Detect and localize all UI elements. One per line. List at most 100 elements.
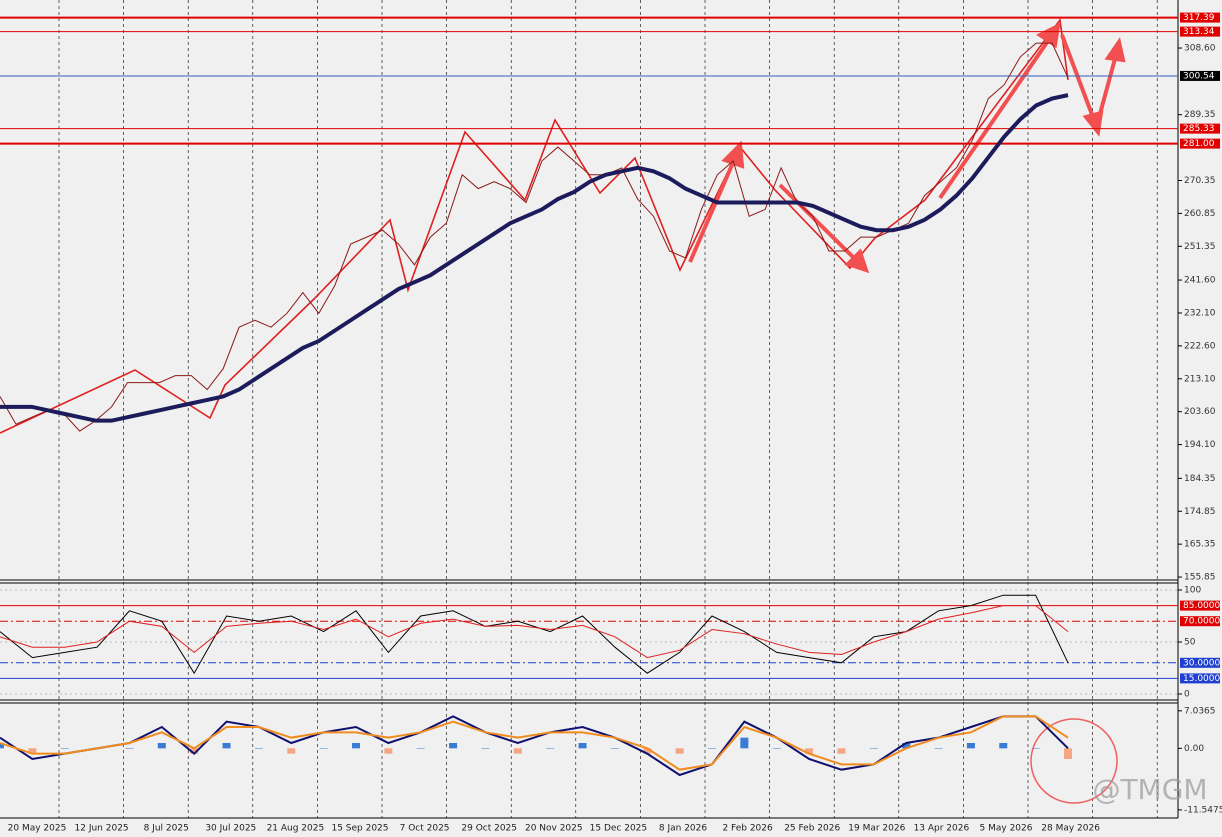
x-tick-label: 25 Feb 2026 bbox=[784, 824, 840, 834]
histogram-bar bbox=[481, 748, 490, 749]
histogram-bar bbox=[966, 743, 975, 749]
level-label: 285.33 bbox=[1183, 124, 1215, 134]
histogram-bar bbox=[60, 748, 69, 749]
histogram-bar bbox=[772, 748, 781, 749]
histogram-bar bbox=[643, 748, 652, 754]
histogram-bar bbox=[449, 743, 458, 749]
y-tick-label: -11.5475 bbox=[1184, 805, 1222, 815]
y-tick-label: 241.60 bbox=[1184, 276, 1216, 286]
x-tick-label: 20 May 2025 bbox=[8, 824, 67, 834]
y-tick-label: 0 bbox=[1184, 690, 1190, 700]
x-tick-label: 13 Apr 2026 bbox=[914, 824, 970, 834]
y-tick-label: 155.85 bbox=[1184, 573, 1216, 583]
histogram-bar bbox=[416, 748, 425, 749]
level-label: 85.0000 bbox=[1183, 601, 1220, 611]
histogram-bar bbox=[157, 743, 166, 749]
histogram-bar bbox=[190, 748, 199, 754]
histogram-bar bbox=[546, 748, 555, 749]
level-label-bg bbox=[1180, 600, 1220, 611]
x-tick-label: 8 Jul 2025 bbox=[144, 824, 189, 834]
x-tick-label: 21 Aug 2025 bbox=[267, 824, 325, 834]
level-label: 15.0000 bbox=[1183, 674, 1220, 684]
histogram-bar bbox=[222, 743, 231, 749]
level-label: 313.34 bbox=[1183, 27, 1215, 37]
level-label: 30.0000 bbox=[1183, 658, 1220, 668]
watermark: @TMGM bbox=[1092, 773, 1207, 806]
y-tick-label: 251.35 bbox=[1184, 242, 1216, 252]
level-label: 281.00 bbox=[1183, 139, 1215, 149]
x-tick-label: 8 Jan 2026 bbox=[659, 824, 707, 834]
y-tick-label: 232.10 bbox=[1184, 308, 1216, 318]
histogram-bar bbox=[675, 748, 684, 754]
histogram-bar bbox=[902, 743, 911, 749]
series-line bbox=[0, 605, 1069, 659]
y-tick-label: 194.10 bbox=[1184, 440, 1216, 450]
histogram-bar bbox=[708, 748, 716, 749]
level-label-bg bbox=[1180, 70, 1220, 81]
histogram-bar bbox=[287, 748, 296, 754]
histogram-bar bbox=[578, 743, 587, 749]
level-label: 70.0000 bbox=[1183, 617, 1220, 627]
histogram-bar bbox=[869, 748, 878, 749]
histogram-bar bbox=[740, 737, 749, 749]
y-tick-label: 270.35 bbox=[1184, 176, 1216, 186]
level-label-bg bbox=[1180, 657, 1220, 668]
highlight-circle bbox=[1030, 718, 1118, 804]
x-tick-label: 19 Mar 2026 bbox=[848, 824, 905, 834]
level-label-bg bbox=[1180, 123, 1220, 134]
level-label: 317.39 bbox=[1183, 13, 1215, 23]
y-tick-label: 213.10 bbox=[1184, 374, 1216, 384]
series-line bbox=[0, 594, 1069, 675]
histogram-bar bbox=[28, 748, 37, 754]
y-tick-label: 50 bbox=[1184, 638, 1196, 648]
zigzag bbox=[0, 17, 1069, 434]
x-tick-label: 12 Jun 2025 bbox=[75, 824, 129, 834]
level-label-bg bbox=[1180, 616, 1220, 627]
x-tick-label: 30 Jul 2025 bbox=[205, 824, 256, 834]
histogram-bar bbox=[319, 748, 328, 749]
histogram-bar bbox=[513, 748, 522, 754]
histogram-bar bbox=[1064, 748, 1072, 759]
level-label-bg bbox=[1180, 138, 1220, 149]
histogram-bar bbox=[384, 748, 393, 754]
histogram-bar bbox=[125, 748, 134, 749]
histogram-bar bbox=[805, 748, 814, 754]
x-tick-label: 20 Nov 2025 bbox=[525, 824, 583, 834]
histogram-bar bbox=[254, 748, 263, 749]
y-tick-label: 222.60 bbox=[1184, 341, 1216, 351]
histogram-bar bbox=[837, 748, 846, 754]
y-tick-label: 308.60 bbox=[1184, 44, 1216, 54]
series-line bbox=[0, 715, 1069, 771]
vertical-grid bbox=[58, 0, 1158, 818]
y-tick-label: 203.60 bbox=[1184, 407, 1216, 417]
histogram-bar bbox=[0, 743, 4, 749]
level-label-bg bbox=[1180, 12, 1220, 23]
histogram-bar bbox=[610, 748, 619, 749]
series-line bbox=[0, 93, 1069, 423]
level-label-bg bbox=[1180, 673, 1220, 684]
histogram-bar bbox=[352, 743, 360, 749]
y-tick-label: 0.00 bbox=[1184, 744, 1204, 754]
y-tick-label: 174.85 bbox=[1184, 507, 1216, 517]
y-tick-label: 289.35 bbox=[1184, 110, 1216, 120]
x-tick-label: 28 May 2026 bbox=[1041, 824, 1100, 834]
histogram-bar bbox=[1031, 748, 1040, 749]
x-tick-label: 5 May 2026 bbox=[980, 824, 1033, 834]
y-tick-label: 184.35 bbox=[1184, 474, 1216, 484]
histogram-bar bbox=[999, 743, 1008, 749]
level-label-bg bbox=[1180, 26, 1220, 37]
y-tick-label: 260.85 bbox=[1184, 209, 1216, 219]
x-tick-label: 15 Dec 2025 bbox=[590, 824, 648, 834]
x-tick-label: 15 Sep 2025 bbox=[331, 824, 388, 834]
x-tick-label: 7 Oct 2025 bbox=[400, 824, 450, 834]
arrows bbox=[688, 22, 1126, 274]
y-tick-label: 100 bbox=[1184, 586, 1201, 596]
x-tick-label: 29 Oct 2025 bbox=[461, 824, 517, 834]
x-tick-label: 2 Feb 2026 bbox=[722, 824, 773, 834]
y-tick-label: 165.35 bbox=[1184, 540, 1216, 550]
level-label: 300.54 bbox=[1183, 71, 1215, 81]
histogram-bar bbox=[934, 748, 943, 749]
y-tick-label: 7.0365 bbox=[1184, 706, 1216, 716]
